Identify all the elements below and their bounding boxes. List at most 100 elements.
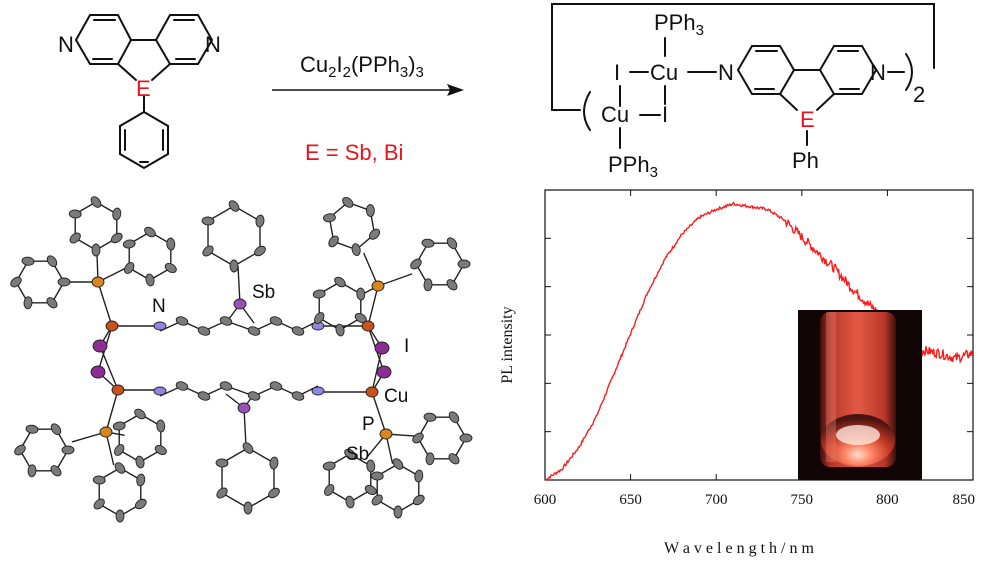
- p-phenyl-carbon: [345, 495, 355, 509]
- atom-label-cu: Cu: [384, 386, 408, 407]
- cu-ligand-bond: [367, 285, 379, 327]
- sb-bottom-phenyl-carbon: [216, 487, 228, 499]
- sb-top-phenyl-carbon: [255, 214, 265, 228]
- p-phenyl-carbon: [365, 204, 375, 218]
- ligand-carbon: [175, 316, 189, 326]
- p-phenyl-carbon: [122, 239, 136, 249]
- inset-vial-photo: [798, 310, 922, 480]
- p-phenyl-carbon: [448, 453, 460, 465]
- sb-top-phenyl-carbon: [229, 259, 239, 273]
- p-phenyl-carbon: [412, 432, 424, 444]
- p-phenyl-carbon: [114, 462, 126, 474]
- p-phenyl-carbon: [91, 243, 101, 257]
- copper-atom: [365, 386, 379, 398]
- phosphorus-atom: [379, 428, 393, 440]
- sb-bottom-phenyl-bond: [221, 492, 249, 509]
- p-phenyl-carbon: [57, 277, 71, 287]
- p-phenyl-carbon: [145, 273, 155, 287]
- p-phenyl-carbon: [342, 196, 354, 208]
- ligand-n-right: N: [205, 32, 221, 57]
- p-phenyl-carbon: [366, 459, 376, 473]
- p-phenyl-carbon: [393, 505, 403, 519]
- p-phenyl-carbon: [412, 494, 425, 506]
- cu-ligand-bond: [371, 391, 387, 435]
- atom-label-sb-bottom: Sb: [346, 444, 369, 465]
- p-phenyl-carbon: [124, 262, 135, 274]
- p-phenyl-carbon: [134, 408, 146, 420]
- p-phenyl-carbon: [61, 445, 75, 455]
- iodine-atom: [90, 365, 106, 379]
- ligand-carbon: [247, 326, 261, 336]
- p-phenyl-carbon: [112, 421, 126, 431]
- p-phenyl-carbon: [92, 475, 106, 485]
- p-phenyl-carbon: [324, 484, 335, 496]
- p-phenyl-carbon: [448, 411, 460, 424]
- p-phenyl-carbon: [323, 213, 336, 223]
- svg-text:Ph: Ph: [792, 148, 819, 173]
- crystal-structure: N Sb I Cu P Sb: [10, 196, 473, 523]
- p-phenyl-carbon: [69, 232, 81, 244]
- p-phenyl-carbon: [136, 473, 146, 487]
- p-phenyl-carbon: [334, 276, 346, 288]
- x-tick-label: 600: [534, 492, 557, 508]
- p-phenyl-carbon: [446, 237, 458, 250]
- sb-top-phenyl-carbon: [254, 245, 266, 257]
- x-axis-label: W a v e l e n g t h / n m: [664, 540, 814, 557]
- p-phenyl-carbon: [414, 469, 424, 483]
- x-tick-label: 800: [876, 492, 899, 508]
- p-phenyl-carbon: [50, 423, 62, 436]
- p-phenyl-carbon: [90, 196, 102, 208]
- p-phenyl-carbon: [423, 412, 437, 422]
- p-phenyl-carbon: [110, 232, 123, 244]
- ligand-carbon: [219, 381, 233, 391]
- pl-spectrum-chart: 600 650 700 750 800 850 W a v e l e n g t h /…: [499, 189, 975, 557]
- p-phenyl-carbon: [459, 433, 473, 443]
- p-phenyl-carbon: [371, 494, 383, 506]
- p-phenyl-carbon: [144, 226, 156, 238]
- p-phenyl-carbon: [364, 484, 377, 496]
- atom-label-i: I: [404, 336, 409, 357]
- p-phenyl-carbon: [115, 509, 125, 523]
- svg-text:2: 2: [913, 82, 925, 107]
- p-phenyl-carbon: [23, 296, 33, 310]
- ligand-heteroatom: E: [136, 76, 151, 101]
- cu-i-bond: [99, 345, 119, 391]
- ligand-n-left: N: [58, 32, 74, 57]
- iodine-atom: [376, 365, 392, 379]
- p-phenyl-carbon: [369, 228, 381, 240]
- p-phenyl-carbon: [410, 258, 422, 270]
- cu-ligand-bond: [105, 389, 119, 433]
- p-phenyl-carbon: [370, 471, 384, 481]
- sb-top-phenyl-carbon: [228, 200, 240, 212]
- atom-label-sb-top: Sb: [252, 282, 275, 303]
- p-phenyl-carbon: [46, 255, 58, 268]
- p-phenyl-carbon: [314, 312, 325, 324]
- p-phenyl-carbon: [50, 465, 62, 477]
- p-phenyl-carbon: [335, 323, 345, 337]
- nitrogen-atom: [153, 321, 167, 331]
- svg-text:PPh3: PPh3: [608, 152, 658, 181]
- svg-text:E: E: [800, 107, 815, 132]
- sb-bottom-phenyl-carbon: [269, 456, 279, 470]
- ligand-carbon: [175, 381, 189, 391]
- p-phenyl-carbon: [10, 276, 22, 288]
- ligand-carbon: [219, 316, 233, 326]
- p-phenyl-carbon: [425, 452, 435, 466]
- phosphorus-atom: [371, 280, 385, 292]
- x-tick-label: 650: [619, 492, 642, 508]
- p-phenyl-carbon: [93, 498, 105, 510]
- svg-text:I: I: [662, 102, 668, 127]
- p-phenyl-bond: [363, 252, 379, 287]
- p-phenyl-carbon: [312, 289, 326, 299]
- nitrogen-atom: [153, 386, 167, 396]
- p-phenyl-carbon: [356, 287, 366, 301]
- p-phenyl-carbon: [154, 444, 167, 456]
- svg-text:Cu: Cu: [601, 102, 629, 127]
- iodine-atom: [374, 341, 390, 355]
- y-axis-ticks: [545, 237, 973, 433]
- ligand-carbon: [291, 326, 305, 336]
- ligand-carbon: [269, 381, 283, 391]
- reaction-reagent: Cu2I2(PPh3)3: [300, 52, 424, 81]
- phosphorus-atom: [91, 276, 105, 288]
- sb-top-phenyl-carbon: [201, 216, 215, 226]
